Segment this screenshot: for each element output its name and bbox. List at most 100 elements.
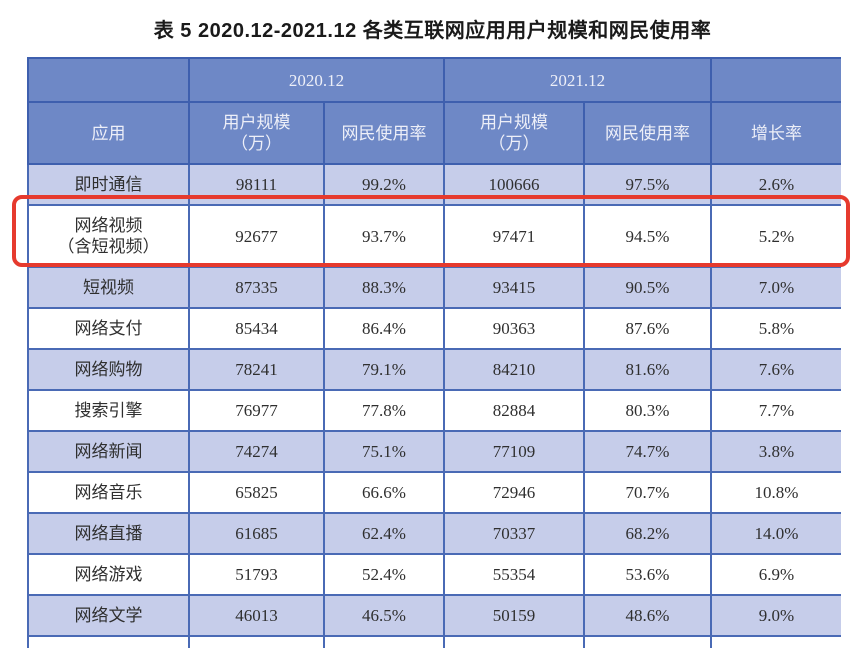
header-period-row: 2020.12 2021.12: [27, 57, 841, 103]
value-cell: 55354: [443, 553, 585, 596]
table-row: 网络文学 46013 46.5% 50159 48.6% 9.0%: [27, 594, 841, 637]
table-row: 搜索引擎 76977 77.8% 82884 80.3% 7.7%: [27, 389, 841, 432]
table-row: 网络新闻 74274 75.1% 77109 74.7% 3.8%: [27, 430, 841, 473]
value-cell: 97.5%: [583, 163, 712, 206]
value-cell: [710, 635, 841, 648]
value-cell: 87.6%: [583, 307, 712, 350]
app-name-cell: [27, 635, 190, 648]
value-cell: 98111: [188, 163, 325, 206]
value-cell: 72946: [443, 471, 585, 514]
value-cell: 97471: [443, 204, 585, 268]
value-cell: 76977: [188, 389, 325, 432]
value-cell: 50159: [443, 594, 585, 637]
header-usage-rate-2020: 网民使用率: [323, 101, 445, 165]
value-cell: 61685: [188, 512, 325, 555]
table-title: 表 5 2020.12-2021.12 各类互联网应用用户规模和网民使用率: [153, 20, 712, 42]
table-row-highlighted: 网络视频 （含短视频） 92677 93.7% 97471 94.5% 5.2%: [27, 204, 841, 268]
value-cell: 79.1%: [323, 348, 445, 391]
app-name-cell: 网络新闻: [27, 430, 190, 473]
value-cell: 74.7%: [583, 430, 712, 473]
table-row: 网络支付 85434 86.4% 90363 87.6% 5.8%: [27, 307, 841, 350]
header-user-scale-2020: 用户规模 （万）: [188, 101, 325, 165]
table-row: 网络购物 78241 79.1% 84210 81.6% 7.6%: [27, 348, 841, 391]
value-cell: 46013: [188, 594, 325, 637]
value-cell: 82884: [443, 389, 585, 432]
value-cell: 84210: [443, 348, 585, 391]
header-empty-left: [27, 57, 190, 103]
value-cell: 10.8%: [710, 471, 841, 514]
value-cell: 100666: [443, 163, 585, 206]
value-cell: 90.5%: [583, 266, 712, 309]
table-row: 网络游戏 51793 52.4% 55354 53.6% 6.9%: [27, 553, 841, 596]
value-cell: 46.5%: [323, 594, 445, 637]
value-cell: 53.6%: [583, 553, 712, 596]
app-name-cell: 网络音乐: [27, 471, 190, 514]
value-cell: 93415: [443, 266, 585, 309]
value-cell: 2.6%: [710, 163, 841, 206]
value-cell: 81.6%: [583, 348, 712, 391]
value-cell: [583, 635, 712, 648]
value-cell: 78241: [188, 348, 325, 391]
app-name-cell: 搜索引擎: [27, 389, 190, 432]
app-name-cell: 网络文学: [27, 594, 190, 637]
app-name-cell: 网络直播: [27, 512, 190, 555]
header-app: 应用: [27, 101, 190, 165]
value-cell: [188, 635, 325, 648]
header-period-2021: 2021.12: [443, 57, 712, 103]
table-row: 网络直播 61685 62.4% 70337 68.2% 14.0%: [27, 512, 841, 555]
app-name-cell: 网络游戏: [27, 553, 190, 596]
value-cell: 3.8%: [710, 430, 841, 473]
value-cell: 92677: [188, 204, 325, 268]
value-cell: 7.7%: [710, 389, 841, 432]
table-row: 网络音乐 65825 66.6% 72946 70.7% 10.8%: [27, 471, 841, 514]
table-header: 2020.12 2021.12 应用 用户规模 （万） 网民使用率 用户规模 （…: [27, 57, 841, 165]
value-cell: 9.0%: [710, 594, 841, 637]
value-cell: 77.8%: [323, 389, 445, 432]
value-cell: 86.4%: [323, 307, 445, 350]
value-cell: 52.4%: [323, 553, 445, 596]
header-growth-rate: 增长率: [710, 101, 841, 165]
value-cell: 68.2%: [583, 512, 712, 555]
app-name-cell: 网络支付: [27, 307, 190, 350]
value-cell: 88.3%: [323, 266, 445, 309]
value-cell: [323, 635, 445, 648]
value-cell: 94.5%: [583, 204, 712, 268]
value-cell: 85434: [188, 307, 325, 350]
value-cell: 66.6%: [323, 471, 445, 514]
app-name-cell: 网络视频 （含短视频）: [27, 204, 190, 268]
table-row: [27, 635, 841, 648]
app-name-cell: 即时通信: [27, 163, 190, 206]
header-empty-right: [710, 57, 841, 103]
value-cell: 51793: [188, 553, 325, 596]
value-cell: 80.3%: [583, 389, 712, 432]
table-row: 短视频 87335 88.3% 93415 90.5% 7.0%: [27, 266, 841, 309]
value-cell: 48.6%: [583, 594, 712, 637]
value-cell: 5.8%: [710, 307, 841, 350]
header-usage-rate-2021: 网民使用率: [583, 101, 712, 165]
header-user-scale-2021: 用户规模 （万）: [443, 101, 585, 165]
value-cell: 14.0%: [710, 512, 841, 555]
value-cell: 70.7%: [583, 471, 712, 514]
header-period-2020: 2020.12: [188, 57, 445, 103]
app-name-cell: 网络购物: [27, 348, 190, 391]
table-body: 即时通信 98111 99.2% 100666 97.5% 2.6% 网络视频 （含短视频）…: [27, 163, 841, 648]
value-cell: 65825: [188, 471, 325, 514]
value-cell: 6.9%: [710, 553, 841, 596]
value-cell: 75.1%: [323, 430, 445, 473]
value-cell: 99.2%: [323, 163, 445, 206]
table-row: 即时通信 98111 99.2% 100666 97.5% 2.6%: [27, 163, 841, 206]
value-cell: 62.4%: [323, 512, 445, 555]
internet-apps-table: 2020.12 2021.12 应用 用户规模 （万） 网民使用率 用户规模 （…: [27, 57, 841, 648]
value-cell: [443, 635, 585, 648]
value-cell: 70337: [443, 512, 585, 555]
value-cell: 5.2%: [710, 204, 841, 268]
value-cell: 77109: [443, 430, 585, 473]
value-cell: 7.0%: [710, 266, 841, 309]
value-cell: 7.6%: [710, 348, 841, 391]
value-cell: 74274: [188, 430, 325, 473]
app-name-cell: 短视频: [27, 266, 190, 309]
value-cell: 87335: [188, 266, 325, 309]
value-cell: 90363: [443, 307, 585, 350]
value-cell: 93.7%: [323, 204, 445, 268]
